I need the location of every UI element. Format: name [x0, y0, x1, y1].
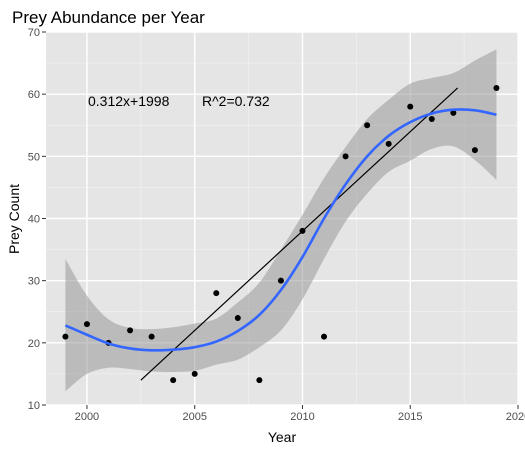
data-point — [127, 327, 134, 334]
data-point — [191, 370, 198, 377]
y-tick-label: 30 — [28, 276, 40, 288]
data-point — [342, 153, 349, 160]
x-tick-label: 2000 — [75, 411, 99, 423]
x-tick-label: 2015 — [398, 411, 422, 423]
x-tick-label: 2005 — [182, 411, 206, 423]
chart-title: Prey Abundance per Year — [12, 8, 205, 27]
x-tick-label: 2010 — [290, 411, 314, 423]
y-axis-ticks: 10 20 30 40 50 60 70 — [28, 27, 46, 412]
y-tick-label: 70 — [28, 27, 40, 39]
y-tick-label: 10 — [28, 400, 40, 412]
data-point — [256, 377, 263, 384]
data-point — [321, 333, 328, 340]
data-point — [364, 122, 371, 129]
data-point — [385, 140, 392, 147]
x-tick-label: 2020 — [506, 411, 525, 423]
data-point — [407, 103, 414, 110]
data-point — [493, 84, 500, 91]
data-point — [450, 109, 457, 116]
data-point — [62, 333, 69, 340]
y-axis-title: Prey Count — [6, 184, 22, 254]
data-point — [428, 116, 435, 123]
data-point — [83, 321, 90, 328]
y-tick-label: 50 — [28, 151, 40, 163]
r-squared-annotation: R^2=0.732 — [202, 93, 270, 109]
regression-line — [140, 87, 459, 381]
smooth-line — [64, 108, 497, 352]
x-axis-title: Year — [268, 429, 297, 445]
data-point — [148, 333, 155, 340]
data-point — [213, 290, 220, 297]
data-point — [234, 314, 241, 321]
y-tick-label: 40 — [28, 214, 40, 226]
data-point — [471, 147, 478, 154]
y-tick-label: 20 — [28, 338, 40, 350]
data-point — [277, 277, 284, 284]
data-points — [62, 84, 500, 384]
y-tick-label: 60 — [28, 89, 40, 101]
data-point — [170, 377, 177, 384]
equation-annotation: 0.312x+1998 — [88, 93, 170, 109]
data-point — [299, 227, 306, 234]
x-axis-ticks: 2000 2005 2010 2015 2020 — [75, 405, 525, 423]
